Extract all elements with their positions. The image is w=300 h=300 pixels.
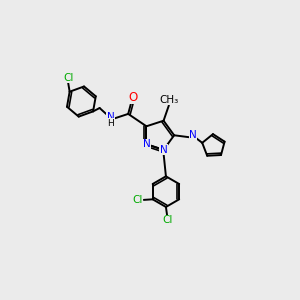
Text: Cl: Cl — [132, 195, 142, 205]
Text: N: N — [106, 112, 114, 122]
Text: CH₃: CH₃ — [160, 94, 179, 104]
Text: O: O — [129, 91, 138, 103]
Text: H: H — [107, 118, 114, 127]
Text: N: N — [160, 145, 167, 155]
Text: Cl: Cl — [162, 215, 172, 225]
Text: N: N — [189, 130, 197, 140]
Text: N: N — [142, 139, 150, 149]
Text: Cl: Cl — [63, 73, 74, 83]
